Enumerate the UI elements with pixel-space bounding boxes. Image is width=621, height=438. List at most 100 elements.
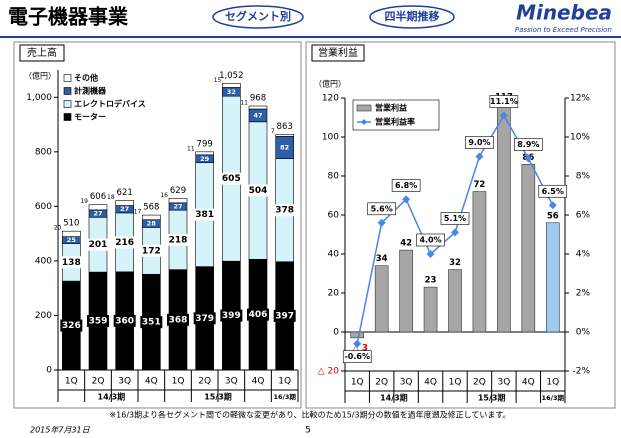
panel-title-box bbox=[19, 44, 65, 62]
label-bg bbox=[60, 256, 83, 269]
marker bbox=[426, 250, 435, 258]
total-label: 799 bbox=[197, 139, 213, 149]
group-label: 16/3期 bbox=[273, 392, 296, 401]
y-tick-label: 60 bbox=[328, 211, 340, 221]
x-tick-label: 2Q bbox=[92, 377, 105, 387]
value-label: 368 bbox=[169, 315, 188, 325]
value-label: 138 bbox=[62, 258, 81, 268]
y2-tick-label: 8% bbox=[576, 172, 591, 182]
value-label: 6.5% bbox=[542, 187, 564, 196]
y-tick-label: 80 bbox=[328, 172, 340, 182]
y-tick-label: 600 bbox=[35, 202, 52, 212]
bar-segment bbox=[248, 105, 268, 110]
y-tick-label: 800 bbox=[35, 147, 52, 157]
total-label: 621 bbox=[117, 188, 133, 198]
legend-label: エレクトロデバイス bbox=[74, 99, 146, 109]
y-tick-label: 20 bbox=[328, 289, 340, 299]
bar-segment bbox=[275, 134, 294, 137]
label-box bbox=[342, 350, 372, 364]
y2-tick-label: 0% bbox=[576, 328, 591, 338]
value-label: 11 bbox=[187, 145, 195, 152]
x-tick-label: 1Q bbox=[65, 377, 78, 387]
label-box bbox=[489, 95, 519, 108]
label-bg bbox=[273, 309, 296, 322]
value-label: 16 bbox=[160, 192, 168, 199]
legend-box bbox=[61, 70, 167, 128]
value-label: 218 bbox=[169, 235, 188, 245]
label-box bbox=[538, 184, 568, 198]
legend-swatch bbox=[356, 104, 372, 112]
label-box bbox=[391, 179, 421, 192]
x-tick-label: 4Q bbox=[522, 378, 535, 388]
x-tick-label: 2Q bbox=[473, 378, 486, 388]
label-bg bbox=[140, 244, 163, 257]
panel-title-box bbox=[311, 44, 365, 62]
badge-text: 四半期推移 bbox=[385, 9, 440, 23]
bar-segment bbox=[222, 83, 241, 88]
legend-label: その他 bbox=[74, 73, 98, 83]
value-label: 19 bbox=[80, 198, 88, 205]
value-label: 32 bbox=[449, 258, 461, 268]
label-bg bbox=[273, 204, 296, 217]
y2-tick-label: 12% bbox=[570, 94, 590, 104]
footnote: ※16/3期より各セグメント間での軽微な変更があり、比較のため15/3期分の数値… bbox=[109, 410, 510, 420]
marker bbox=[377, 218, 386, 227]
total-label: 629 bbox=[170, 186, 186, 196]
label-bg bbox=[193, 312, 216, 325]
legend-swatch bbox=[361, 119, 367, 125]
bar bbox=[497, 103, 511, 333]
y-tick-label: 40 bbox=[328, 250, 340, 260]
value-label: 27 bbox=[93, 210, 102, 218]
y2-tick-label: 4% bbox=[576, 250, 591, 260]
legend-label: 営業利益 bbox=[375, 103, 407, 113]
value-label: 11.1% bbox=[490, 97, 518, 106]
group-label: 14/3期 bbox=[98, 392, 126, 402]
value-label: 351 bbox=[142, 318, 161, 328]
x-tick-label: 1Q bbox=[278, 377, 291, 387]
y-tick-label: 1,000 bbox=[26, 93, 52, 103]
total-label: 568 bbox=[143, 203, 159, 213]
label-bg bbox=[140, 316, 163, 329]
value-label: 399 bbox=[222, 311, 241, 321]
bar-segment bbox=[88, 204, 108, 211]
value-label: 28 bbox=[147, 220, 157, 228]
value-label: 397 bbox=[275, 311, 294, 321]
x-tick-label: 4Q bbox=[424, 378, 437, 388]
marker bbox=[548, 201, 557, 210]
total-label: 510 bbox=[63, 219, 79, 229]
legend-swatch bbox=[63, 74, 72, 82]
total-label: 968 bbox=[250, 94, 266, 104]
label-bg bbox=[113, 314, 136, 327]
bar-segment bbox=[142, 214, 161, 221]
y-tick-label: 100 bbox=[322, 133, 339, 143]
group-label: 15/3期 bbox=[204, 392, 232, 402]
label-box bbox=[440, 212, 470, 225]
bar bbox=[423, 286, 438, 333]
x-tick-label: 1Q bbox=[449, 378, 462, 388]
value-label: △ 3 bbox=[353, 343, 368, 353]
label-bg bbox=[60, 319, 83, 332]
value-label: 359 bbox=[89, 317, 108, 327]
value-label: 9.0% bbox=[468, 138, 490, 147]
value-label: 381 bbox=[195, 210, 214, 220]
x-tick-label: 2Q bbox=[198, 377, 211, 387]
y-tick-label: 0 bbox=[333, 328, 339, 338]
x-tick-label: 3Q bbox=[497, 378, 510, 388]
value-label: 8.9% bbox=[517, 140, 539, 149]
value-label: 25 bbox=[67, 236, 77, 244]
value-label: 7 bbox=[271, 128, 275, 135]
group-label: 15/3期 bbox=[478, 393, 506, 403]
value-label: 29 bbox=[200, 155, 210, 163]
value-label: 23 bbox=[425, 276, 437, 286]
total-label: 1,052 bbox=[219, 71, 243, 81]
total-label: 863 bbox=[277, 122, 293, 132]
y-tick-label: △ 20 bbox=[318, 367, 340, 377]
tagline: Passion to Exceed Precision bbox=[515, 26, 612, 34]
y-tick-label: 200 bbox=[35, 311, 52, 321]
group-label: 14/3期 bbox=[380, 393, 408, 403]
bar-segment bbox=[195, 151, 214, 156]
label-bg bbox=[113, 236, 136, 249]
value-label: 56 bbox=[547, 211, 559, 221]
bar-segment bbox=[115, 200, 134, 206]
